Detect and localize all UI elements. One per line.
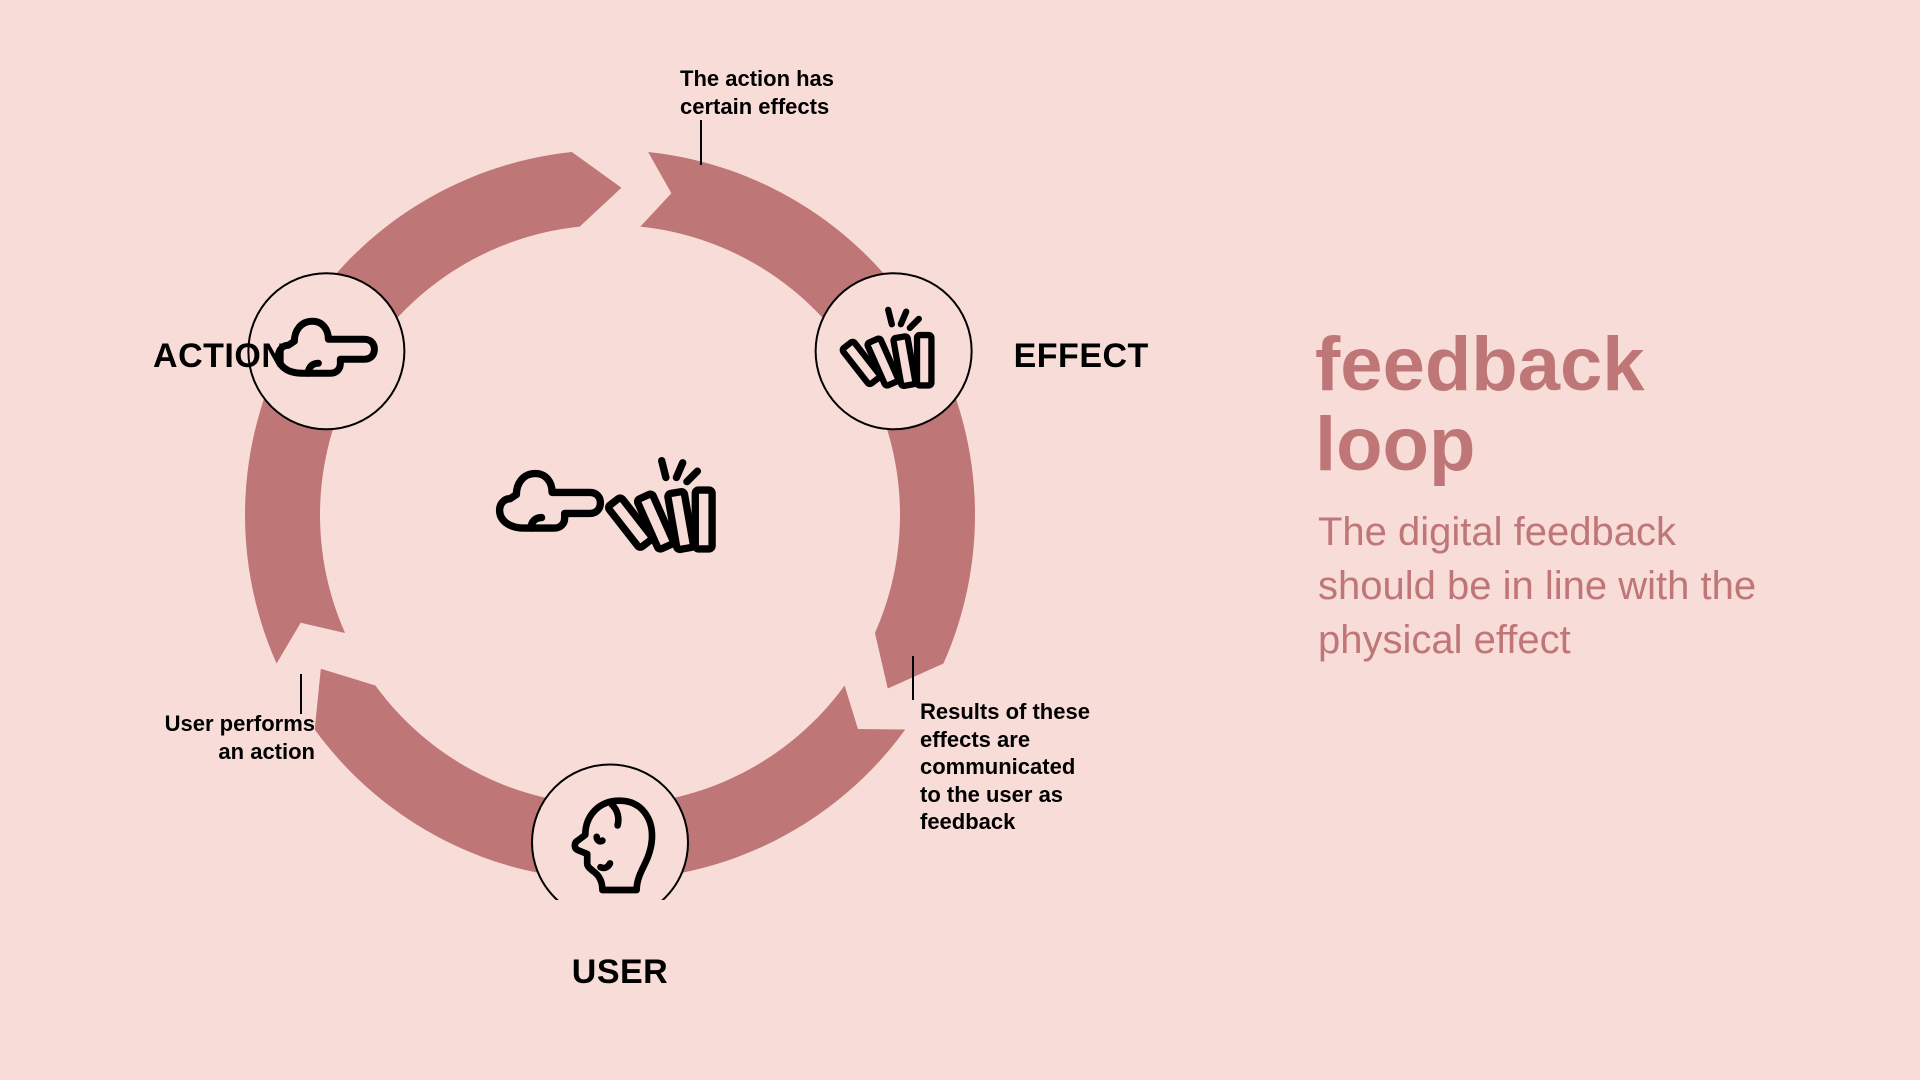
description-text: The digital feedback should be in line w… [1318,505,1798,667]
user-node-circle [532,765,688,901]
diagram-stage: feedback loop The digital feedback shoul… [0,0,1920,1080]
center-hand-domino-icon [500,461,712,550]
annotation-action-effects: The action hascertain effects [680,65,930,120]
title-feedback-loop: feedback loop [1315,325,1815,485]
label-user: USER [560,953,680,992]
label-action: ACTION [66,337,286,376]
annotation-feedback: Results of theseeffects arecommunicatedt… [920,698,1160,836]
annotation-user-action: User performsan action [135,710,315,765]
label-effect: EFFECT [1014,337,1149,376]
feedback-loop-ring [225,130,995,900]
